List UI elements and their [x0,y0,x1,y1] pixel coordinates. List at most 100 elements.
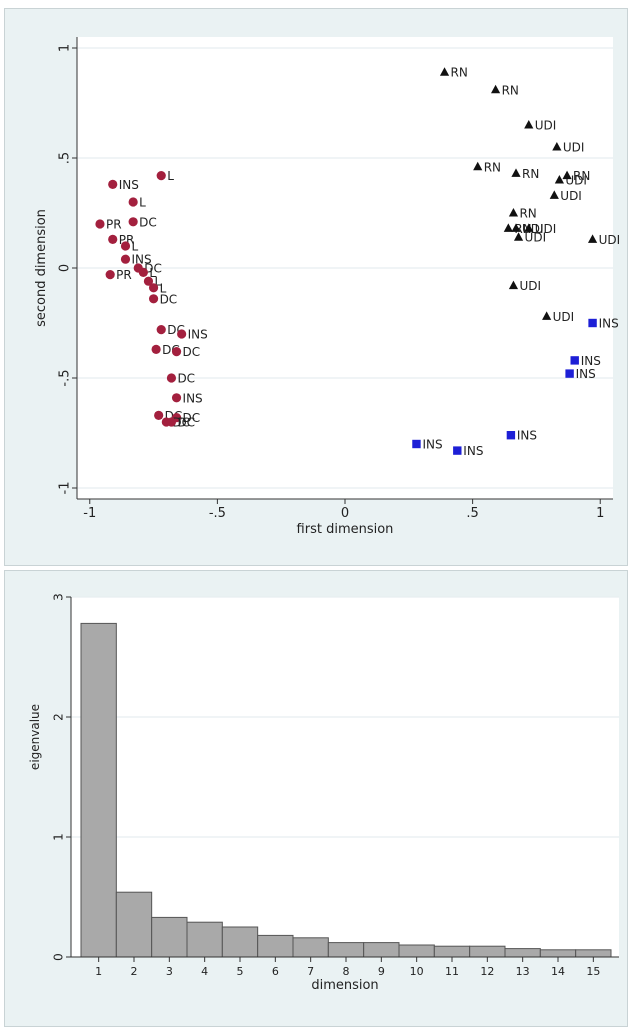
scree-x-tick-label: 9 [378,965,385,978]
scatter-point-triangle [511,168,521,177]
scatter-x-tick-label: -1 [83,506,96,521]
scree-bar [151,916,188,958]
scatter-point-label: L [149,266,156,280]
scatter-point-label: PR [106,218,122,232]
scatter-point-triangle [552,142,562,151]
scatter-x-tick-label: 0 [341,506,349,521]
scatter-y-tick-label: 1 [58,44,73,52]
scatter-point-triangle [524,223,534,232]
scatter-point-square [453,446,462,455]
scatter-y-tick-label: -1 [58,482,73,495]
scree-y-tick-label: 1 [52,833,66,841]
scatter-point-label: INS [183,391,203,405]
scatter-point-label: INS [188,328,208,342]
scatter-point-label: UDI [599,233,621,247]
scatter-point-label: RN [514,222,531,236]
scatter-point-label: INS [517,429,537,443]
scatter-point-circle [166,417,177,427]
scree-y-tick-label: 3 [52,593,66,601]
scatter-point-square [588,318,597,328]
scree-bar [575,949,612,958]
scatter-point-circle [156,171,166,181]
scatter-point-label: UDI [522,222,544,236]
scatter-point-label: INS [599,317,619,331]
scatter-point-circle [108,234,118,244]
scatter-point-label: DC [144,262,162,276]
scatter-x-tick-label: 1 [596,506,604,521]
scree-bar [221,926,259,958]
scatter-point-label: DC [160,292,178,306]
scatter-point-triangle [554,175,564,184]
scatter-point-triangle [503,223,513,232]
scatter-point-label: UDI [565,174,587,188]
scatter-point-triangle [513,232,524,241]
scree-bar [186,921,223,958]
scatter-point-triangle [587,234,598,243]
scatter-point-circle [120,241,131,251]
scatter-point-label: INS [576,367,596,381]
scatter-point-circle [128,197,138,207]
scatter-point-circle [154,410,164,420]
scree-x-tick-label: 14 [551,965,565,978]
scatter-point-triangle [439,67,450,76]
scatter-point-triangle [562,170,572,180]
scree-x-tick-label: 15 [586,965,600,978]
scatter-point-circle [105,270,115,280]
scree-x-tick-label: 13 [516,965,530,978]
scatter-point-label: DC [139,215,157,229]
scatter-point-label: INS [463,444,483,458]
scree-bar [257,934,294,958]
scree-x-tick-label: 3 [166,965,173,978]
scatter-point-label: RN [451,66,468,80]
scatter-point-circle [148,283,159,293]
scatter-x-tick-label: .5 [466,506,478,521]
scree-bar [398,944,435,958]
scatter-point-label: L [139,196,146,210]
scatter-point-label: PR [116,268,132,282]
scatter-point-label: L [154,275,161,289]
scatter-point-label: DC [172,416,190,430]
scatter-point-square [565,369,574,378]
scree-bar [539,949,577,958]
scree-x-tick-label: 7 [307,965,314,978]
scatter-point-triangle [508,208,519,217]
scatter-point-label: INS [131,253,151,267]
scatter-point-triangle [490,84,501,94]
scatter-y-tick-label: .5 [58,152,73,164]
scree-x-tick-label: 1 [95,965,102,978]
scatter-gridlines [77,47,613,489]
scree-x-tick-label: 11 [445,965,459,978]
scatter-point-circle [166,373,177,383]
scatter-point-circle [120,254,131,264]
scree-bar [504,948,541,958]
scatter-point-circle [128,217,138,227]
scree-x-tick-label: 5 [237,965,244,978]
scatter-point-label: RN [484,160,501,174]
scatter-point-circle [171,393,182,403]
scatter-point-label: UDI [563,141,585,155]
scatter-point-label: UDI [560,189,582,203]
scatter-point-label: L [167,169,174,183]
scatter-point-label: RN [522,167,539,181]
scatter-point-label: INS [422,438,442,452]
scatter-point-square [570,356,579,365]
scatter-point-circle [177,329,187,339]
scatter-point-circle [108,179,118,189]
scatter-x-tick-label: -.5 [209,506,226,521]
scatter-point-label: RN [573,169,590,183]
scree-y-tick-label: 0 [52,953,66,961]
scree-x-axis-label: dimension [311,978,378,993]
scree-panel: 1 2 3 4 5 6 7 8 9 10 11 12 13 14 15 0 1 2 3 dimension eige… [4,570,628,1027]
scatter-point-triangle [508,280,519,290]
scatter-point-circle [148,294,159,304]
scatter-point-label: DC [183,411,201,425]
scree-x-tick-label: 8 [343,965,350,978]
scree-x-tick-label: 12 [480,965,494,978]
scatter-point-label: RN [502,83,519,97]
scree-x-tick-label: 10 [410,965,424,978]
scree-plot-area [71,597,619,957]
